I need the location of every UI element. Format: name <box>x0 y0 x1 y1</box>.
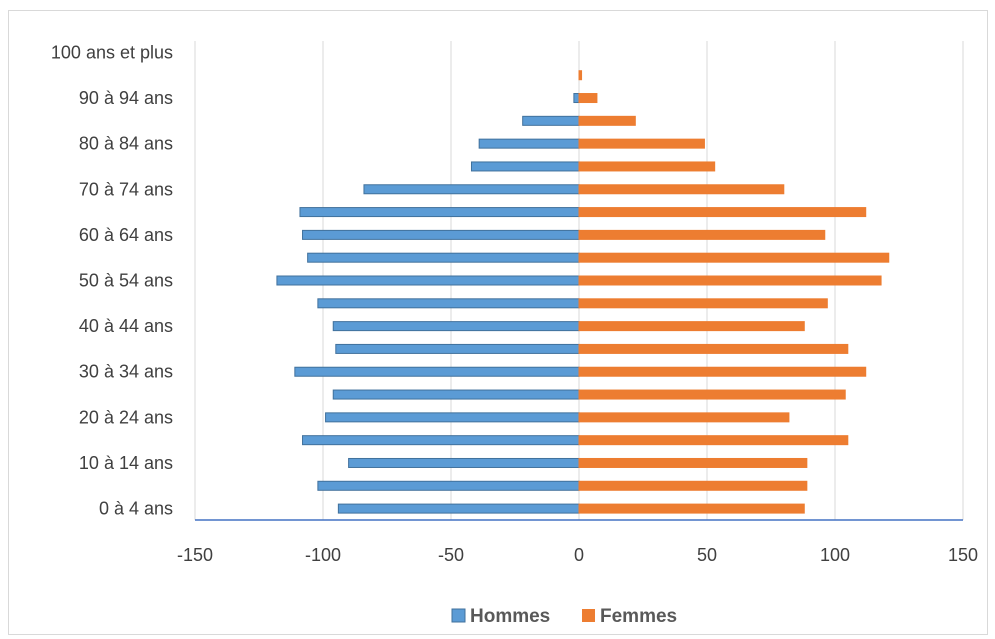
chart-frame: 0 à 4 ans 10 à 14 ans 20 à 24 ans 30 à 34 a… <box>8 10 988 635</box>
bar-hommes-4 <box>325 412 580 423</box>
bar-hommes-13 <box>299 207 580 218</box>
bar-hommes-11 <box>307 252 580 263</box>
bars <box>276 70 890 514</box>
category-label: 0 à 4 ans <box>99 499 173 519</box>
bar-hommes-17 <box>522 115 580 126</box>
x-tick-label: 150 <box>948 545 978 565</box>
bar-femmes-19 <box>578 70 583 81</box>
x-tick-label: 50 <box>697 545 717 565</box>
x-tick-label: -150 <box>177 545 213 565</box>
bar-hommes-0 <box>337 503 580 514</box>
legend-label-hommes: Hommes <box>470 606 550 627</box>
bar-femmes-7 <box>578 343 849 354</box>
bar-femmes-2 <box>578 457 808 468</box>
category-label: 100 ans et plus <box>51 42 173 62</box>
bar-hommes-7 <box>335 343 580 354</box>
bar-femmes-1 <box>578 480 808 491</box>
bar-femmes-11 <box>578 252 890 263</box>
x-tick-label: -50 <box>438 545 464 565</box>
population-pyramid-chart: 0 à 4 ans 10 à 14 ans 20 à 24 ans 30 à 34 a… <box>51 41 978 627</box>
bar-femmes-16 <box>578 138 705 149</box>
legend[interactable]: Hommes Femmes <box>451 606 677 627</box>
bar-hommes-10 <box>276 275 580 286</box>
bar-hommes-3 <box>302 435 580 446</box>
bar-hommes-9 <box>317 298 580 309</box>
x-tick-label: -100 <box>305 545 341 565</box>
bar-femmes-12 <box>578 229 826 240</box>
bar-femmes-14 <box>578 184 785 195</box>
category-label: 40 à 44 ans <box>79 316 173 336</box>
bar-hommes-1 <box>317 480 580 491</box>
bar-femmes-17 <box>578 115 636 126</box>
category-label: 10 à 14 ans <box>79 453 173 473</box>
bar-femmes-6 <box>578 366 867 377</box>
bar-hommes-15 <box>470 161 580 172</box>
bar-hommes-18 <box>573 93 580 104</box>
bar-hommes-14 <box>363 184 580 195</box>
bar-femmes-18 <box>578 93 598 104</box>
bar-hommes-5 <box>332 389 580 400</box>
bar-femmes-15 <box>578 161 716 172</box>
bar-femmes-9 <box>578 298 828 309</box>
bar-hommes-12 <box>302 229 580 240</box>
bar-femmes-5 <box>578 389 846 400</box>
bar-hommes-8 <box>332 321 580 332</box>
bar-hommes-6 <box>294 366 580 377</box>
legend-swatch-femmes <box>582 609 595 622</box>
x-tick-label: 0 <box>574 545 584 565</box>
category-label: 80 à 84 ans <box>79 134 173 154</box>
category-label: 60 à 64 ans <box>79 225 173 245</box>
category-label: 20 à 24 ans <box>79 407 173 427</box>
bar-hommes-2 <box>348 457 580 468</box>
bar-femmes-0 <box>578 503 805 514</box>
category-labels: 0 à 4 ans 10 à 14 ans 20 à 24 ans 30 à 34 a… <box>51 42 173 518</box>
legend-label-femmes: Femmes <box>600 606 677 627</box>
bar-femmes-3 <box>578 435 849 446</box>
bar-femmes-10 <box>578 275 882 286</box>
bar-femmes-8 <box>578 321 805 332</box>
x-tick-label: 100 <box>820 545 850 565</box>
category-label: 50 à 54 ans <box>79 271 173 291</box>
category-label: 30 à 34 ans <box>79 362 173 382</box>
bar-hommes-16 <box>478 138 580 149</box>
bar-femmes-4 <box>578 412 790 423</box>
category-label: 70 à 74 ans <box>79 179 173 199</box>
legend-swatch-hommes <box>451 608 466 623</box>
bar-femmes-13 <box>578 207 867 218</box>
category-label: 90 à 94 ans <box>79 88 173 108</box>
tick-labels: -150 -100 -50 0 50 100 150 <box>177 545 978 565</box>
